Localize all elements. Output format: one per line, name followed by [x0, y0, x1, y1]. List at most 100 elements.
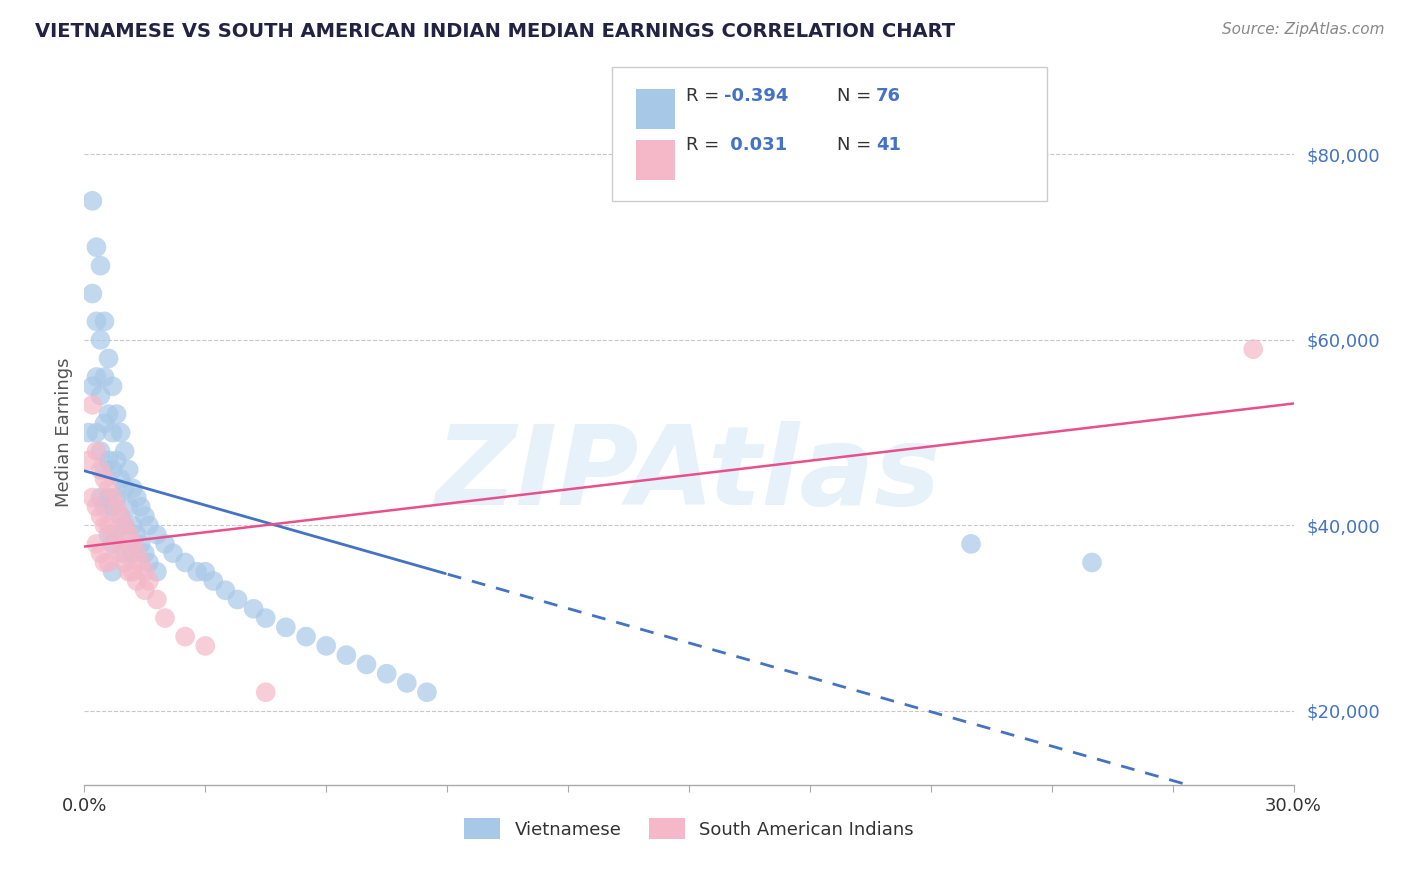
Point — [86, 370, 108, 384]
Point — [134, 565, 156, 579]
Point — [254, 611, 277, 625]
Point — [138, 574, 160, 588]
Legend: Vietnamese, South American Indians: Vietnamese, South American Indians — [457, 811, 921, 847]
Point — [101, 379, 124, 393]
Point — [93, 314, 115, 328]
Point — [118, 565, 141, 579]
Point — [93, 556, 115, 570]
Point — [101, 565, 124, 579]
Point — [105, 537, 128, 551]
Point — [134, 583, 156, 598]
Point — [375, 666, 398, 681]
Point — [162, 546, 184, 560]
Point — [118, 527, 141, 541]
Point — [105, 527, 128, 541]
Point — [97, 407, 120, 421]
Point — [335, 648, 357, 662]
Point — [315, 639, 337, 653]
Point — [101, 500, 124, 514]
Point — [114, 556, 136, 570]
Text: R =: R = — [686, 87, 725, 105]
Y-axis label: Median Earnings: Median Earnings — [55, 358, 73, 508]
Point — [146, 527, 169, 541]
Point — [101, 537, 124, 551]
Point — [295, 630, 318, 644]
Text: -0.394: -0.394 — [724, 87, 789, 105]
Point — [194, 639, 217, 653]
Point — [129, 500, 152, 514]
Point — [97, 518, 120, 533]
Point — [82, 286, 104, 301]
Text: N =: N = — [837, 87, 876, 105]
Point — [114, 518, 136, 533]
Point — [105, 500, 128, 514]
Point — [356, 657, 378, 672]
Point — [1081, 556, 1104, 570]
Point — [82, 379, 104, 393]
Point — [146, 565, 169, 579]
Point — [121, 546, 143, 560]
Point — [242, 601, 264, 615]
Point — [114, 546, 136, 560]
Point — [114, 481, 136, 495]
Point — [89, 546, 111, 560]
Point — [129, 556, 152, 570]
Point — [101, 527, 124, 541]
Point — [254, 685, 277, 699]
Point — [93, 463, 115, 477]
Point — [93, 370, 115, 384]
Point — [77, 425, 100, 440]
Point — [86, 314, 108, 328]
Point — [105, 491, 128, 505]
Point — [86, 500, 108, 514]
Point — [125, 527, 148, 541]
Point — [153, 611, 176, 625]
Point — [194, 565, 217, 579]
Point — [89, 491, 111, 505]
Point — [153, 537, 176, 551]
Point — [82, 194, 104, 208]
Point — [97, 481, 120, 495]
Text: N =: N = — [837, 136, 876, 153]
Point — [121, 537, 143, 551]
Point — [121, 481, 143, 495]
Text: 76: 76 — [876, 87, 901, 105]
Point — [101, 463, 124, 477]
Point — [86, 425, 108, 440]
Point — [114, 518, 136, 533]
Point — [97, 453, 120, 467]
Point — [110, 546, 132, 560]
Point — [101, 491, 124, 505]
Point — [97, 527, 120, 541]
Point — [118, 463, 141, 477]
Point — [226, 592, 249, 607]
Point — [86, 240, 108, 254]
Point — [395, 676, 418, 690]
Point — [110, 472, 132, 486]
Point — [110, 509, 132, 524]
Point — [134, 546, 156, 560]
Point — [129, 537, 152, 551]
Point — [125, 546, 148, 560]
Point — [138, 518, 160, 533]
Point — [125, 491, 148, 505]
Point — [89, 444, 111, 458]
Point — [1241, 342, 1264, 356]
Point — [114, 444, 136, 458]
Point — [86, 444, 108, 458]
Point — [121, 565, 143, 579]
Point — [146, 592, 169, 607]
Point — [82, 491, 104, 505]
Point — [89, 509, 111, 524]
Point — [134, 509, 156, 524]
Point — [118, 500, 141, 514]
Point — [121, 518, 143, 533]
Point — [960, 537, 983, 551]
Text: 41: 41 — [876, 136, 901, 153]
Point — [105, 407, 128, 421]
Point — [89, 333, 111, 347]
Point — [97, 491, 120, 505]
Point — [125, 574, 148, 588]
Point — [186, 565, 208, 579]
Point — [110, 509, 132, 524]
